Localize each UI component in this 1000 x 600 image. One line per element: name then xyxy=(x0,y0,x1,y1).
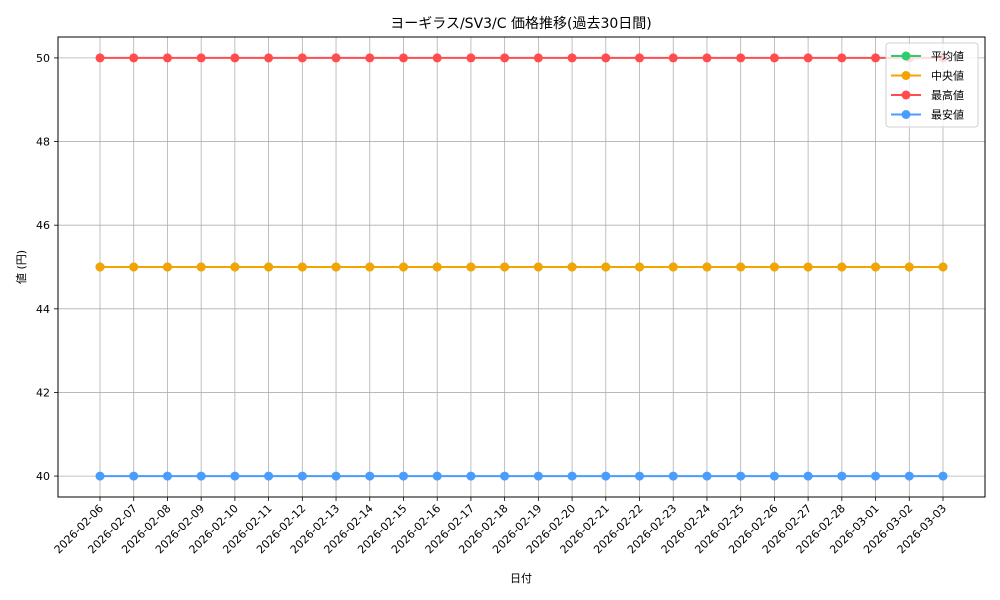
y-axis-label: 値 (円) xyxy=(15,250,28,284)
legend-item: 最高値 xyxy=(891,88,964,102)
legend-item: 平均値 xyxy=(891,50,964,63)
x-axis: 2026-02-062026-02-072026-02-082026-02-09… xyxy=(52,497,949,556)
y-tick-label: 48 xyxy=(36,136,50,149)
series-line xyxy=(95,262,948,272)
chart-title: ヨーギラス/SV3/C 価格推移(過去30日間) xyxy=(390,16,652,32)
y-axis: 40 42 44 46 48 50 xyxy=(36,52,58,483)
y-tick-label: 42 xyxy=(36,386,50,399)
y-tick-label: 50 xyxy=(36,52,50,65)
series-layer xyxy=(95,53,948,481)
x-axis-label: 日付 xyxy=(510,572,532,585)
y-tick-label: 44 xyxy=(36,303,50,316)
y-tick-label: 46 xyxy=(36,219,50,232)
legend-label: 平均値 xyxy=(931,50,964,63)
legend-label: 最安値 xyxy=(931,108,964,122)
legend-label: 最高値 xyxy=(931,88,964,102)
legend-item: 中央値 xyxy=(891,70,964,83)
legend-label: 中央値 xyxy=(931,70,964,83)
legend-item: 最安値 xyxy=(891,108,964,122)
y-tick-label: 40 xyxy=(36,470,50,483)
plot-frame xyxy=(57,36,986,498)
series-line xyxy=(95,53,948,63)
series-line xyxy=(95,471,948,481)
